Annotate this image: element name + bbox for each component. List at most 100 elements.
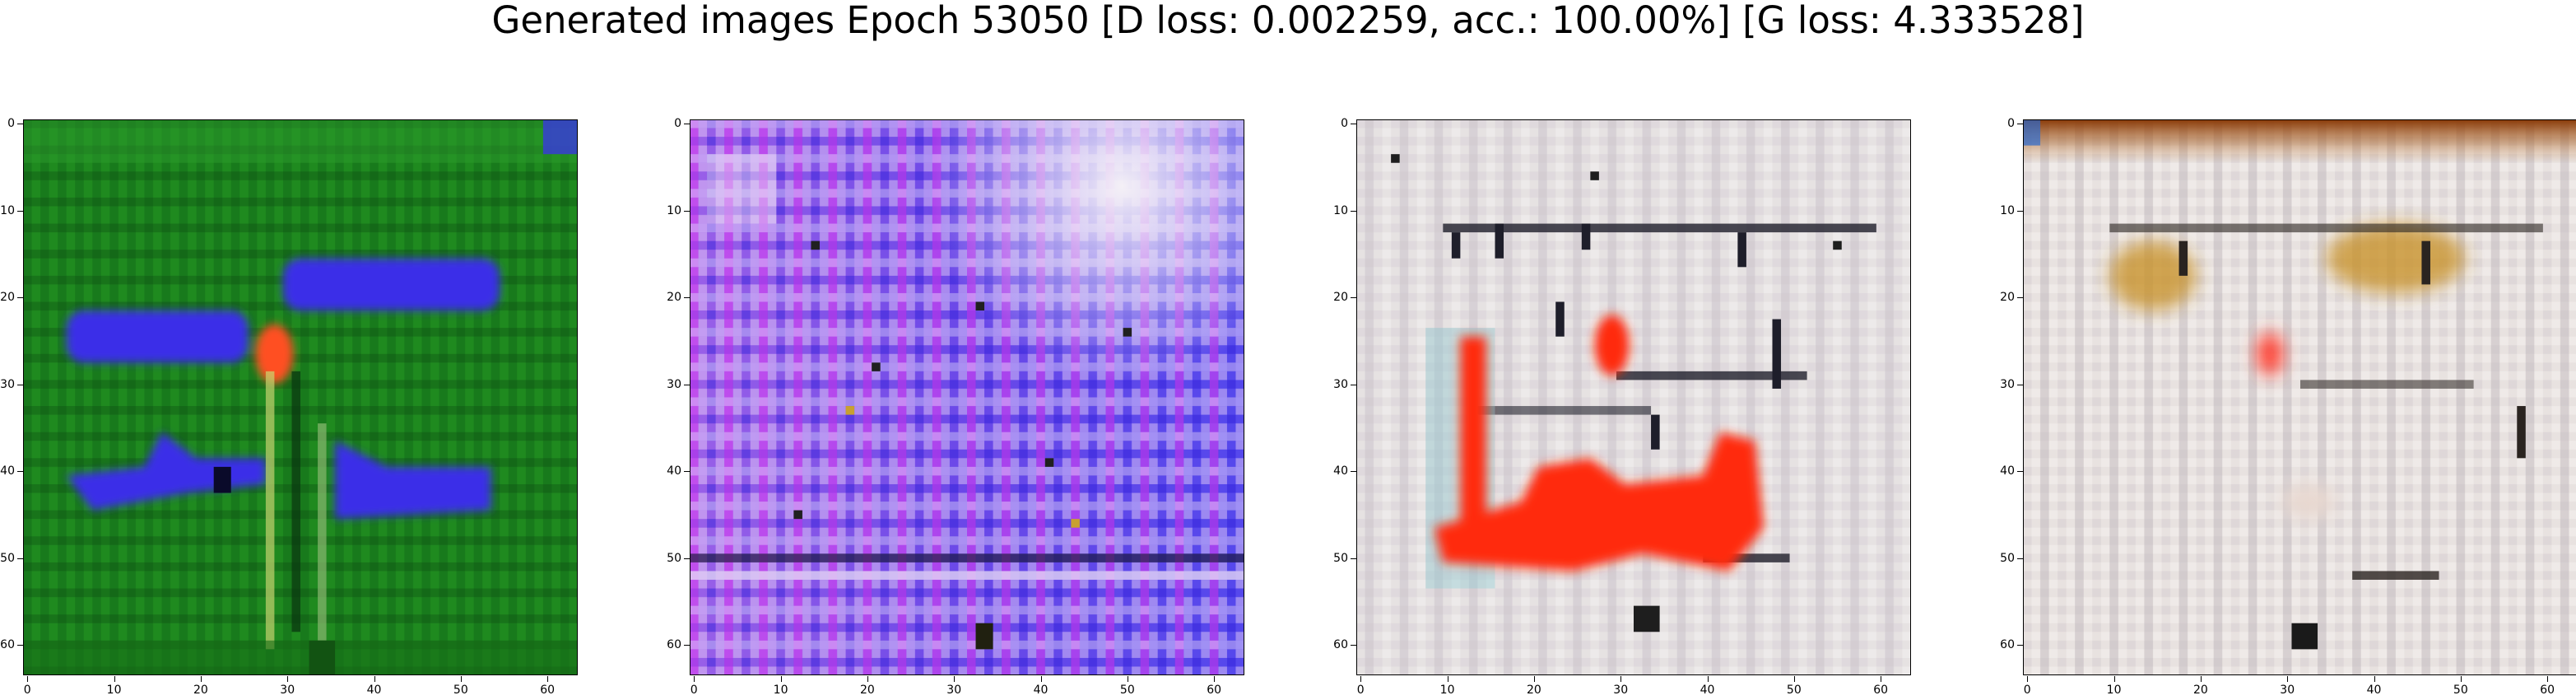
x-tick-mark bbox=[547, 676, 549, 682]
y-tick-50: 50 bbox=[1323, 552, 1356, 572]
x-tick-mark bbox=[694, 676, 695, 682]
x-tick-label: 30 bbox=[946, 684, 962, 697]
y-tick-50: 50 bbox=[1990, 552, 2023, 572]
y-tick-60: 60 bbox=[657, 638, 690, 658]
x-tick-60: 60 bbox=[531, 675, 564, 700]
y-tick-mark bbox=[1351, 297, 1356, 299]
y-tick-label: 0 bbox=[674, 117, 681, 131]
x-tick-mark bbox=[867, 676, 868, 682]
y-tick-label: 50 bbox=[2000, 551, 2015, 565]
y-tick-label: 20 bbox=[2000, 291, 2015, 305]
y-tick-label: 50 bbox=[667, 551, 681, 565]
y-tick-mark bbox=[17, 210, 23, 212]
x-tick-60: 60 bbox=[2531, 675, 2564, 700]
x-tick-label: 20 bbox=[1526, 684, 1541, 697]
y-tick-mark bbox=[1351, 210, 1356, 212]
y-tick-20: 20 bbox=[1990, 291, 2023, 310]
x-tick-label: 60 bbox=[1207, 684, 1222, 697]
y-tick-20: 20 bbox=[0, 291, 23, 310]
x-tick-label: 30 bbox=[280, 684, 295, 697]
y-tick-mark bbox=[17, 297, 23, 299]
y-tick-0: 0 bbox=[0, 117, 23, 137]
y-tick-label: 40 bbox=[0, 464, 15, 478]
y-tick-0: 0 bbox=[1323, 117, 1356, 137]
generated-image-1 bbox=[23, 119, 578, 675]
x-tick-label: 0 bbox=[1356, 684, 1365, 697]
x-tick-label: 20 bbox=[193, 684, 208, 697]
x-tick-label: 10 bbox=[2106, 684, 2122, 697]
x-tick-label: 0 bbox=[690, 684, 698, 697]
x-tick-60: 60 bbox=[1197, 675, 1230, 700]
x-tick-60: 60 bbox=[1864, 675, 1897, 700]
y-tick-label: 10 bbox=[0, 203, 15, 217]
x-tick-10: 10 bbox=[1431, 675, 1464, 700]
x-tick-10: 10 bbox=[98, 675, 131, 700]
x-tick-label: 50 bbox=[453, 684, 468, 697]
x-tick-mark bbox=[1533, 676, 1535, 682]
y-tick-label: 60 bbox=[2000, 638, 2015, 652]
x-tick-0: 0 bbox=[677, 675, 710, 700]
y-tick-mark bbox=[1351, 471, 1356, 473]
x-tick-50: 50 bbox=[444, 675, 477, 700]
y-tick-label: 50 bbox=[0, 551, 15, 565]
x-tick-label: 40 bbox=[1033, 684, 1049, 697]
y-tick-10: 10 bbox=[1990, 204, 2023, 224]
x-tick-mark bbox=[2027, 676, 2029, 682]
generated-image-panel-4: 0 10 20 30 40 50 60 0 10 20 30 40 50 60 bbox=[2000, 117, 2576, 697]
x-tick-mark bbox=[460, 676, 462, 682]
y-tick-30: 30 bbox=[1323, 378, 1356, 398]
y-tick-20: 20 bbox=[657, 291, 690, 310]
y-tick-mark bbox=[17, 558, 23, 559]
x-tick-20: 20 bbox=[184, 675, 217, 700]
generated-image-panel-1: 0 10 20 30 40 50 60 0 10 20 30 40 50 60 bbox=[0, 117, 578, 697]
x-tick-mark bbox=[2547, 676, 2549, 682]
x-tick-mark bbox=[200, 676, 202, 682]
y-tick-label: 30 bbox=[2000, 377, 2015, 391]
x-tick-30: 30 bbox=[2271, 675, 2304, 700]
x-tick-label: 50 bbox=[2453, 684, 2468, 697]
x-tick-mark bbox=[1793, 676, 1795, 682]
x-tick-50: 50 bbox=[1111, 675, 1144, 700]
y-tick-label: 60 bbox=[0, 638, 15, 652]
x-tick-label: 60 bbox=[1873, 684, 1889, 697]
y-tick-20: 20 bbox=[1323, 291, 1356, 310]
y-tick-label: 0 bbox=[2007, 117, 2015, 131]
x-tick-mark bbox=[1214, 676, 1216, 682]
y-tick-30: 30 bbox=[1990, 378, 2023, 398]
y-tick-40: 40 bbox=[0, 464, 23, 484]
x-tick-30: 30 bbox=[271, 675, 304, 700]
y-tick-40: 40 bbox=[657, 464, 690, 484]
x-tick-mark bbox=[2113, 676, 2115, 682]
y-tick-mark bbox=[17, 645, 23, 646]
y-tick-0: 0 bbox=[1990, 117, 2023, 137]
x-tick-label: 30 bbox=[1613, 684, 1629, 697]
x-tick-40: 40 bbox=[2358, 675, 2391, 700]
x-tick-50: 50 bbox=[1778, 675, 1811, 700]
y-tick-mark bbox=[684, 471, 690, 473]
x-tick-0: 0 bbox=[2011, 675, 2044, 700]
y-tick-mark bbox=[2017, 297, 2023, 299]
x-tick-label: 40 bbox=[366, 684, 382, 697]
x-tick-label: 20 bbox=[2192, 684, 2208, 697]
x-tick-label: 10 bbox=[773, 684, 788, 697]
y-tick-label: 40 bbox=[667, 464, 681, 478]
x-tick-label: 30 bbox=[2280, 684, 2295, 697]
y-tick-label: 20 bbox=[667, 291, 681, 305]
x-tick-mark bbox=[2200, 676, 2202, 682]
x-tick-label: 20 bbox=[859, 684, 875, 697]
y-tick-label: 0 bbox=[7, 117, 15, 131]
y-tick-label: 30 bbox=[0, 377, 15, 391]
y-tick-30: 30 bbox=[657, 378, 690, 398]
y-tick-mark bbox=[2017, 645, 2023, 646]
x-tick-mark bbox=[2460, 676, 2462, 682]
x-tick-mark bbox=[1040, 676, 1042, 682]
x-tick-label: 40 bbox=[1700, 684, 1715, 697]
x-tick-label: 50 bbox=[1786, 684, 1802, 697]
y-tick-label: 20 bbox=[1333, 291, 1348, 305]
x-tick-label: 10 bbox=[1439, 684, 1455, 697]
x-tick-mark bbox=[1620, 676, 1622, 682]
y-tick-40: 40 bbox=[1990, 464, 2023, 484]
x-tick-mark bbox=[2287, 676, 2289, 682]
y-tick-label: 30 bbox=[667, 377, 681, 391]
y-tick-label: 60 bbox=[1333, 638, 1348, 652]
